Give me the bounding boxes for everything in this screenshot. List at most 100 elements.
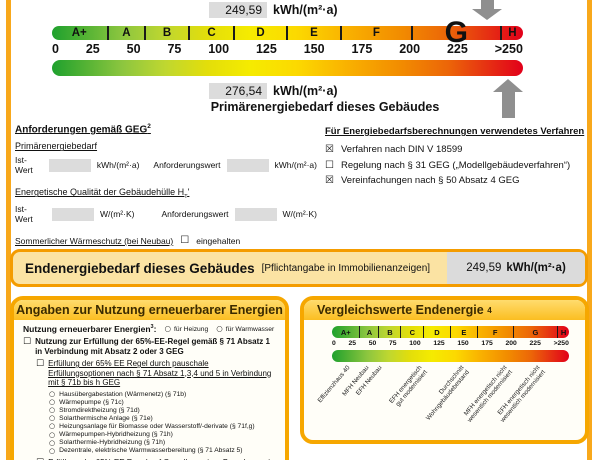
radio-icon[interactable]: ○ bbox=[49, 422, 56, 431]
radio-warmwater-label: für Warmwasser bbox=[225, 325, 275, 333]
primary-energy-gradient-bar bbox=[52, 60, 523, 76]
procedure-title: Für Energiebedarfsberechnungen verwendet… bbox=[325, 126, 585, 137]
procedure-checkbox-checked[interactable]: ☒ bbox=[325, 175, 334, 186]
class-segment: G bbox=[514, 326, 559, 338]
anforderungswert-input[interactable] bbox=[226, 158, 269, 172]
radio-icon[interactable]: ○ bbox=[216, 324, 223, 333]
checkbox-icon[interactable]: ☐ bbox=[36, 359, 45, 369]
primary-value-field: 276,54 bbox=[209, 83, 267, 99]
primary-unit: kWh/(m²·a) bbox=[273, 84, 338, 98]
anforderungswert-label: Anforderungswert bbox=[161, 209, 229, 220]
geg-requirements-section: Anforderungen gemäß GEG2 Primärenergiebe… bbox=[15, 123, 317, 246]
class-segment-c: C bbox=[190, 26, 236, 40]
comparison-header-text: Vergleichswerte Endenergie bbox=[317, 303, 484, 317]
radio-icon[interactable]: ○ bbox=[49, 390, 56, 399]
checkbox-icon[interactable]: ☐ bbox=[23, 337, 32, 347]
checkbox-einzelfall-label: Erfüllung der 65% EE Regel auf Grundlage… bbox=[48, 458, 277, 460]
page-border-right bbox=[587, 0, 592, 460]
anforderungswert-input[interactable] bbox=[234, 207, 277, 221]
radio-heating[interactable]: ○ für Heizung bbox=[164, 325, 208, 333]
option-label: Wärmepumpen-Hybridheizung (§ 71h) bbox=[59, 430, 173, 438]
option-label: Solarthermie-Hybridheizung (§ 71h) bbox=[59, 439, 166, 447]
class-segment-h: H bbox=[502, 26, 523, 40]
summer-heat-protection-row: Sommerlicher Wärmeschutz (bei Neubau) ☐ … bbox=[15, 235, 317, 247]
renewables-options-list: ○ Hausübergabestation (Wärmenetz) (§ 71b)… bbox=[49, 391, 277, 456]
axis-tick-label: 150 bbox=[303, 42, 325, 56]
einzelfall-text: Erfüllung der 65% EE Regel auf Grundlage… bbox=[48, 458, 277, 460]
procedure-item: ☐ Regelung nach § 31 GEG („Modellgebäude… bbox=[325, 159, 589, 172]
class-label: B bbox=[387, 327, 393, 337]
radio-icon[interactable]: ○ bbox=[49, 446, 56, 455]
option-label: Solarthermische Anlage (§ 71e) bbox=[59, 414, 153, 422]
procedure-item-label: Vereinfachungen nach § 50 Absatz 4 GEG bbox=[340, 175, 520, 186]
axis-tick-label: 200 bbox=[399, 42, 421, 56]
class-label: D bbox=[256, 27, 265, 39]
axis-tick-label: 225 bbox=[529, 340, 541, 347]
requirements-title: Anforderungen gemäß GEG2 bbox=[15, 123, 317, 135]
class-segment: C bbox=[401, 326, 425, 338]
class-segment-e: E bbox=[288, 26, 343, 40]
scale-axis-numbers: 0 25 50 75 100 125 150 175 200 225 >250 bbox=[52, 42, 523, 56]
class-label: E bbox=[310, 27, 318, 39]
option-wp-hybridheizung: ○ Wärmepumpen-Hybridheizung (§ 71h) bbox=[49, 431, 277, 439]
class-label: C bbox=[207, 27, 216, 39]
class-label: H bbox=[560, 327, 567, 337]
option-waermepumpe: ○ Wärmepumpe (§ 71c) bbox=[49, 399, 277, 407]
option-dezentrale-warmwasser: ○ Dezentrale, elektrische Warmwasserberei… bbox=[49, 447, 277, 455]
anforderungswert-unit: W/(m²·K) bbox=[282, 209, 317, 220]
envelope-quality-subheading: Energetische Qualität der Gebäudehülle H… bbox=[15, 187, 317, 200]
class-segment-d: D bbox=[235, 26, 288, 40]
axis-tick-label: >250 bbox=[553, 340, 569, 347]
class-label: A bbox=[366, 327, 373, 337]
radio-icon[interactable]: ○ bbox=[49, 398, 56, 407]
calculation-procedure-section: Für Energiebedarfsberechnungen verwendet… bbox=[325, 126, 589, 192]
option-label: Hausübergabestation (Wärmenetz) (§ 71b) bbox=[59, 390, 187, 398]
summer-heat-checkbox[interactable]: ☐ bbox=[180, 235, 190, 247]
renewables-lead-row: Nutzung erneuerbarer Energien3: ○ für Hei… bbox=[23, 324, 277, 334]
radio-icon[interactable]: ○ bbox=[49, 430, 56, 439]
requirements-title-text: Anforderungen gemäß GEG bbox=[15, 124, 148, 136]
option-stromdirektheizung: ○ Stromdirektheizung (§ 71d) bbox=[49, 407, 277, 415]
envelope-heading-prime: ' bbox=[187, 187, 190, 198]
axis-tick-label: 50 bbox=[368, 340, 377, 347]
lead-sup: 3 bbox=[150, 324, 154, 331]
requirements-title-sup: 2 bbox=[147, 123, 151, 130]
endenergy-marker-arrow-down-icon bbox=[472, 0, 502, 20]
comparison-axis-numbers: 0 25 50 75 100 125 150 175 200 225 >250 bbox=[332, 340, 569, 347]
class-label: A bbox=[122, 27, 131, 39]
renewables-lead-label: Nutzung erneuerbarer Energien3: bbox=[23, 324, 156, 334]
comparison-header-sup: 4 bbox=[487, 305, 492, 315]
procedure-checkbox-unchecked[interactable]: ☐ bbox=[325, 159, 334, 171]
option-biomasse-wasserstoff: ○ Heizungsanlage für Biomasse oder Wasser… bbox=[49, 423, 277, 431]
eingehalten-label: eingehalten bbox=[196, 236, 241, 247]
class-label: F bbox=[492, 327, 498, 337]
radio-icon[interactable]: ○ bbox=[164, 324, 171, 333]
class-segment: A bbox=[360, 326, 380, 338]
option-label: Stromdirektheizung (§ 71d) bbox=[59, 406, 140, 414]
comparison-class-band: A+ A B C D E F G H bbox=[332, 326, 569, 338]
checkbox-icon[interactable]: ☐ bbox=[36, 458, 44, 460]
class-segment: H bbox=[558, 326, 569, 338]
class-label: D bbox=[434, 327, 440, 337]
checkbox-pauschal-options: ☐ Erfüllung der 65% EE Regel durch pausc… bbox=[36, 359, 277, 388]
radio-icon[interactable]: ○ bbox=[49, 438, 56, 447]
class-label: A+ bbox=[340, 327, 351, 337]
anforderungswert-label: Anforderungswert bbox=[153, 160, 221, 171]
radio-icon[interactable]: ○ bbox=[49, 414, 56, 423]
radio-icon[interactable]: ○ bbox=[49, 406, 56, 415]
ist-wert-input[interactable] bbox=[48, 158, 91, 172]
axis-tick-label: 0 bbox=[52, 42, 59, 56]
procedure-checkbox-checked[interactable]: ☒ bbox=[325, 144, 334, 155]
energy-class-band: A+ A B C D E F G H bbox=[52, 18, 523, 48]
procedure-item-label: Regelung nach § 31 GEG („Modellgebäudeve… bbox=[340, 159, 571, 171]
class-label: B bbox=[162, 27, 172, 39]
class-label: A+ bbox=[71, 27, 87, 39]
radio-warmwater[interactable]: ○ für Warmwasser bbox=[216, 325, 274, 333]
axis-tick-label: 0 bbox=[332, 340, 336, 347]
axis-tick-label: 25 bbox=[85, 42, 100, 56]
class-segment-b: B bbox=[146, 26, 190, 40]
ist-wert-input[interactable] bbox=[52, 207, 94, 221]
class-segment: A+ bbox=[332, 326, 361, 338]
axis-tick-label: 50 bbox=[126, 42, 141, 56]
ist-wert-unit: kWh/(m²·a) bbox=[96, 160, 140, 171]
